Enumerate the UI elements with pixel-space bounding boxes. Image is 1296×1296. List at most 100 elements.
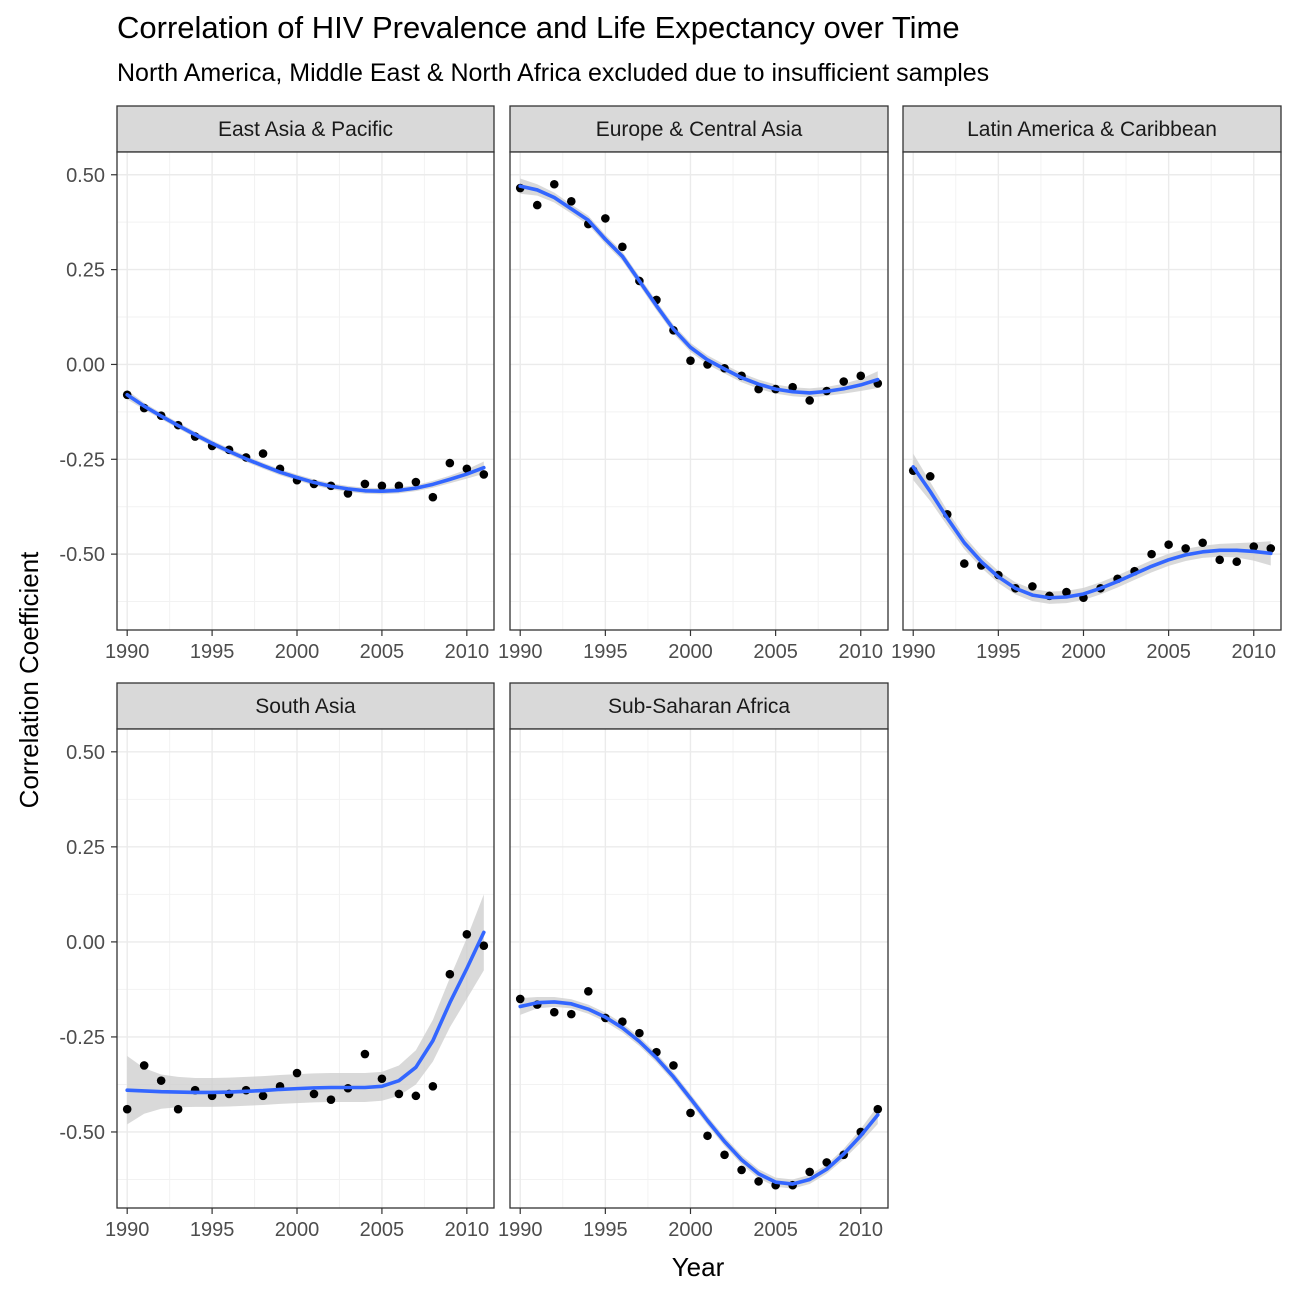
facet-south-asia: South Asia 1990 1995 2000 2005 2010 0.50 0.25 0.… bbox=[59, 682, 495, 1241]
x-tick-label: 1990 bbox=[891, 641, 936, 663]
data-point bbox=[754, 384, 763, 394]
data-point bbox=[462, 929, 472, 939]
y-tick-label: 0.00 bbox=[66, 354, 105, 376]
data-point bbox=[445, 458, 455, 468]
data-point bbox=[411, 1091, 421, 1101]
smooth-line bbox=[125, 392, 486, 493]
data-point bbox=[1147, 549, 1156, 559]
x-tick-label: 1990 bbox=[105, 641, 150, 663]
data-point bbox=[1198, 538, 1207, 548]
data-point bbox=[377, 1074, 387, 1084]
data-point bbox=[618, 242, 627, 252]
smooth-line bbox=[911, 465, 1273, 600]
data-point bbox=[686, 1108, 695, 1118]
data-point bbox=[1028, 582, 1037, 591]
data-point bbox=[566, 197, 576, 206]
panel-border bbox=[509, 151, 889, 631]
facet-strip bbox=[509, 105, 889, 153]
x-tick-label: 1995 bbox=[190, 641, 235, 663]
x-tick-label: 2000 bbox=[668, 641, 713, 663]
data-point bbox=[411, 477, 421, 487]
data-point bbox=[737, 1165, 746, 1175]
data-point bbox=[156, 1076, 166, 1085]
y-tick-label: 0.00 bbox=[66, 932, 105, 954]
data-point bbox=[703, 1131, 712, 1141]
data-point bbox=[394, 481, 404, 491]
data-point bbox=[873, 1104, 883, 1114]
plot-panel bbox=[117, 152, 494, 630]
facet-strip-label: Latin America & Caribbean bbox=[967, 118, 1217, 141]
x-tick-label: 2010 bbox=[1232, 641, 1277, 663]
data-point bbox=[515, 994, 525, 1004]
facet-strip-label: Sub-Saharan Africa bbox=[608, 695, 790, 718]
facet-east-asia-pacific: East Asia & Pacific 1990 1995 2000 2005 2010 0… bbox=[59, 105, 495, 663]
data-point bbox=[1232, 557, 1242, 567]
data-point bbox=[669, 1061, 678, 1070]
data-point bbox=[1062, 587, 1071, 597]
data-point bbox=[805, 396, 814, 405]
data-point bbox=[720, 1150, 729, 1160]
data-point bbox=[601, 214, 610, 223]
panel-border bbox=[902, 151, 1282, 631]
data-point bbox=[549, 179, 559, 189]
plot-panel bbox=[117, 729, 494, 1208]
data-point bbox=[394, 1089, 404, 1099]
y-tick-label: -0.25 bbox=[59, 449, 105, 471]
data-point bbox=[1215, 555, 1225, 565]
facet-strip-label: Europe & Central Asia bbox=[596, 118, 803, 141]
data-point bbox=[258, 1091, 268, 1101]
chart-title: Correlation of HIV Prevalence and Life E… bbox=[117, 10, 960, 45]
chart-subtitle: North America, Middle East & North Afric… bbox=[117, 59, 990, 87]
x-tick-label: 2000 bbox=[275, 1219, 320, 1241]
data-point bbox=[258, 449, 268, 458]
data-point bbox=[445, 969, 455, 979]
facet-latin-america-caribbean: Latin America & Caribbean 1990 1995 2000 200… bbox=[891, 105, 1282, 663]
x-tick-label: 2005 bbox=[1146, 641, 1191, 663]
x-tick-label: 2000 bbox=[1061, 641, 1106, 663]
data-point bbox=[549, 1007, 559, 1017]
plot-panel bbox=[510, 729, 888, 1208]
data-point bbox=[139, 1061, 149, 1070]
data-point bbox=[1266, 544, 1276, 553]
x-tick-label: 1995 bbox=[190, 1219, 235, 1241]
x-tick-label: 1995 bbox=[583, 1219, 628, 1241]
x-tick-label: 2010 bbox=[839, 641, 884, 663]
x-tick-label: 1995 bbox=[976, 641, 1021, 663]
data-point bbox=[788, 382, 797, 392]
facet-panels: East Asia & Pacific 1990 1995 2000 2005 2010 0… bbox=[59, 105, 1282, 1241]
data-point bbox=[856, 371, 866, 381]
y-tick-label: 0.50 bbox=[66, 742, 105, 764]
plot-panel bbox=[903, 152, 1281, 630]
x-tick-label: 1990 bbox=[105, 1219, 150, 1241]
x-axis-title: Year bbox=[672, 1252, 725, 1282]
data-point bbox=[428, 1082, 438, 1091]
data-point bbox=[635, 1028, 644, 1038]
facet-strip-label: East Asia & Pacific bbox=[218, 118, 393, 141]
data-point bbox=[686, 356, 695, 365]
y-axis-title: Correlation Coefficient bbox=[14, 551, 44, 809]
x-tick-label: 2000 bbox=[275, 641, 320, 663]
x-tick-label: 2005 bbox=[753, 1219, 798, 1241]
y-tick-label: 0.25 bbox=[66, 260, 105, 282]
data-point bbox=[1164, 540, 1173, 549]
data-point bbox=[377, 481, 387, 491]
x-tick-label: 2000 bbox=[668, 1219, 713, 1241]
x-tick-label: 2005 bbox=[360, 641, 405, 663]
x-tick-label: 2010 bbox=[445, 1219, 490, 1241]
facet-sub-saharan-africa: Sub-Saharan Africa 1990 1995 2000 2005 2010 bbox=[498, 682, 889, 1241]
y-tick-label: -0.50 bbox=[59, 1122, 105, 1144]
data-point bbox=[618, 1017, 627, 1027]
facet-strip bbox=[902, 105, 1282, 153]
panel-border bbox=[509, 728, 889, 1209]
data-point bbox=[1249, 542, 1259, 551]
y-tick-label: -0.25 bbox=[59, 1027, 105, 1049]
data-point bbox=[360, 479, 370, 489]
y-tick-label: 0.25 bbox=[66, 837, 105, 859]
data-point bbox=[754, 1177, 763, 1186]
data-point bbox=[479, 470, 489, 479]
data-point bbox=[326, 1095, 336, 1104]
smooth-line bbox=[518, 1000, 880, 1186]
panel-border bbox=[116, 728, 495, 1209]
data-point bbox=[343, 489, 353, 498]
